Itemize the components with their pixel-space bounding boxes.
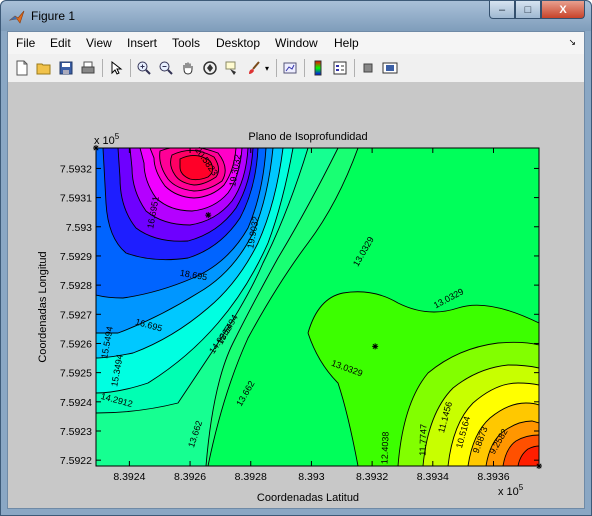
close-button[interactable]: X — [541, 1, 585, 19]
y-tick-label: 7.5927 — [60, 309, 92, 321]
figure-canvas: 20.5823 19.3032 18.695 16.695 15.5494 15.3494… — [8, 83, 584, 508]
y-tick-label: 7.5932 — [60, 163, 92, 175]
y-tick-label: 7.5923 — [60, 426, 92, 438]
show-plot-tools-icon[interactable] — [380, 58, 400, 78]
print-icon[interactable] — [78, 58, 98, 78]
matlab-logo-icon — [9, 10, 25, 24]
contour-label: 18.695 — [179, 268, 208, 283]
toolbar-separator — [304, 59, 305, 77]
pan-hand-icon[interactable] — [178, 58, 198, 78]
y-tick-label: 7.5929 — [60, 251, 92, 263]
contour-label: 11.7747 — [417, 424, 428, 456]
x-exponent-label: x 105 — [498, 483, 524, 498]
brush-icon[interactable] — [244, 58, 264, 78]
x-exponent-power: 5 — [519, 483, 524, 492]
figure-toolbar: ▾ — [8, 54, 584, 83]
y-tick-label: 7.5928 — [60, 280, 92, 292]
x-exponent-base: x 10 — [498, 486, 519, 498]
zoom-in-icon[interactable] — [134, 58, 154, 78]
menu-insert[interactable]: Insert — [127, 36, 158, 50]
brush-dropdown-icon[interactable]: ▾ — [264, 63, 269, 73]
contour-lines — [96, 148, 539, 466]
y-axis-label: Coordenadas Longitud — [37, 251, 49, 362]
y-ticks-group: 7.5932 7.5931 7.593 7.5929 7.5928 7.5927 7.592… — [60, 163, 539, 467]
menu-view[interactable]: View — [86, 36, 112, 50]
x-tick-label: 8.3936 — [477, 471, 509, 483]
link-plot-icon[interactable] — [280, 58, 300, 78]
new-figure-icon[interactable] — [12, 58, 32, 78]
hide-plot-tools-icon[interactable] — [358, 58, 378, 78]
sample-point-marker — [205, 212, 212, 219]
x-tick-label: 8.3934 — [417, 471, 449, 483]
x-tick-label: 8.3928 — [235, 471, 267, 483]
pointer-icon[interactable] — [106, 58, 126, 78]
x-tick-label: 8.3926 — [174, 471, 206, 483]
x-axis-label: Coordenadas Latitud — [257, 492, 359, 504]
save-icon[interactable] — [56, 58, 76, 78]
contour-fills — [96, 148, 539, 466]
menu-desktop[interactable]: Desktop — [216, 36, 261, 50]
menu-file[interactable]: File — [16, 36, 36, 50]
contour-label: 12.4038 — [379, 431, 390, 464]
x-tick-label: 8.3932 — [356, 471, 388, 483]
x-tick-label: 8.3924 — [113, 471, 145, 483]
toolbar-separator — [102, 59, 103, 77]
y-tick-label: 7.5926 — [60, 338, 92, 350]
colorbar-icon[interactable] — [308, 58, 328, 78]
y-tick-label: 7.5931 — [60, 193, 92, 205]
rotate-3d-icon[interactable] — [200, 58, 220, 78]
maximize-button[interactable]: □ — [515, 1, 541, 19]
y-tick-label: 7.593 — [66, 222, 92, 234]
y-exponent-base: x 10 — [94, 135, 115, 147]
toolbar-separator — [130, 59, 131, 77]
y-tick-label: 7.5925 — [60, 368, 92, 380]
menu-overflow-arrow-icon[interactable]: ↘ — [568, 37, 576, 47]
y-exponent-label: x 105 — [94, 132, 120, 147]
menu-window[interactable]: Window — [275, 36, 318, 50]
sample-point-marker — [372, 343, 379, 350]
axes-box — [95, 147, 540, 467]
title-bar[interactable]: Figure 1 – □ X — [1, 1, 591, 31]
chart-title: Plano de Isoprofundidad — [248, 131, 367, 143]
menu-help[interactable]: Help — [334, 36, 359, 50]
window-title: Figure 1 — [31, 9, 76, 23]
data-cursor-icon[interactable] — [222, 58, 242, 78]
window-client: File Edit View Insert Tools Desktop Wind… — [7, 31, 585, 509]
x-tick-label: 8.393 — [298, 471, 324, 483]
menu-edit[interactable]: Edit — [50, 36, 71, 50]
y-tick-label: 7.5924 — [60, 397, 92, 409]
y-exponent-power: 5 — [115, 132, 120, 141]
toolbar-separator — [354, 59, 355, 77]
y-tick-label: 7.5922 — [60, 455, 92, 467]
x-ticks-group: 8.3924 8.3926 8.3928 8.393 8.3932 8.3934 8.393… — [113, 148, 510, 483]
minimize-button[interactable]: – — [489, 1, 515, 19]
menu-bar: File Edit View Insert Tools Desktop Wind… — [8, 32, 584, 55]
zoom-out-icon[interactable] — [156, 58, 176, 78]
open-file-icon[interactable] — [34, 58, 54, 78]
menu-tools[interactable]: Tools — [172, 36, 201, 50]
toolbar-separator — [276, 59, 277, 77]
legend-icon[interactable] — [330, 58, 350, 78]
